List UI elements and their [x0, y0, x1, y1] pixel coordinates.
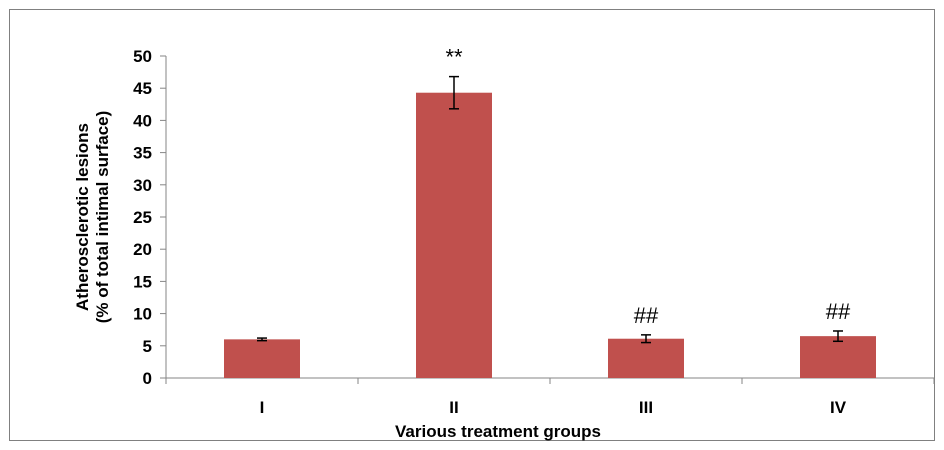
bar-III [608, 338, 684, 378]
significance-marker-III: ## [634, 303, 659, 328]
x-tick-label-II: II [449, 398, 458, 417]
y-axis-title: Atherosclerotic lesions (% of total inti… [73, 111, 112, 324]
y-tick-label-30: 30 [133, 176, 152, 195]
bar-IV [800, 336, 876, 378]
x-axis-title: Various treatment groups [395, 422, 601, 441]
y-axis-title-line-2: (% of total intimal surface) [93, 111, 112, 324]
y-tick-label-10: 10 [133, 305, 152, 324]
significance-marker-II: ** [445, 45, 463, 70]
bar-I [224, 339, 300, 378]
y-tick-label-25: 25 [133, 208, 152, 227]
y-tick-label-50: 50 [133, 47, 152, 66]
y-axis-title-line-1: Atherosclerotic lesions [73, 123, 92, 311]
x-tick-label-IV: IV [830, 398, 847, 417]
y-tick-label-35: 35 [133, 144, 152, 163]
x-tick-label-I: I [260, 398, 265, 417]
y-tick-label-45: 45 [133, 79, 152, 98]
x-tick-label-III: III [639, 398, 653, 417]
y-tick-label-20: 20 [133, 240, 152, 259]
y-tick-label-0: 0 [143, 369, 152, 388]
y-tick-label-40: 40 [133, 111, 152, 130]
y-tick-label-5: 5 [143, 337, 152, 356]
y-tick-label-15: 15 [133, 272, 152, 291]
bar-II [416, 92, 492, 378]
significance-marker-IV: ## [826, 299, 851, 324]
